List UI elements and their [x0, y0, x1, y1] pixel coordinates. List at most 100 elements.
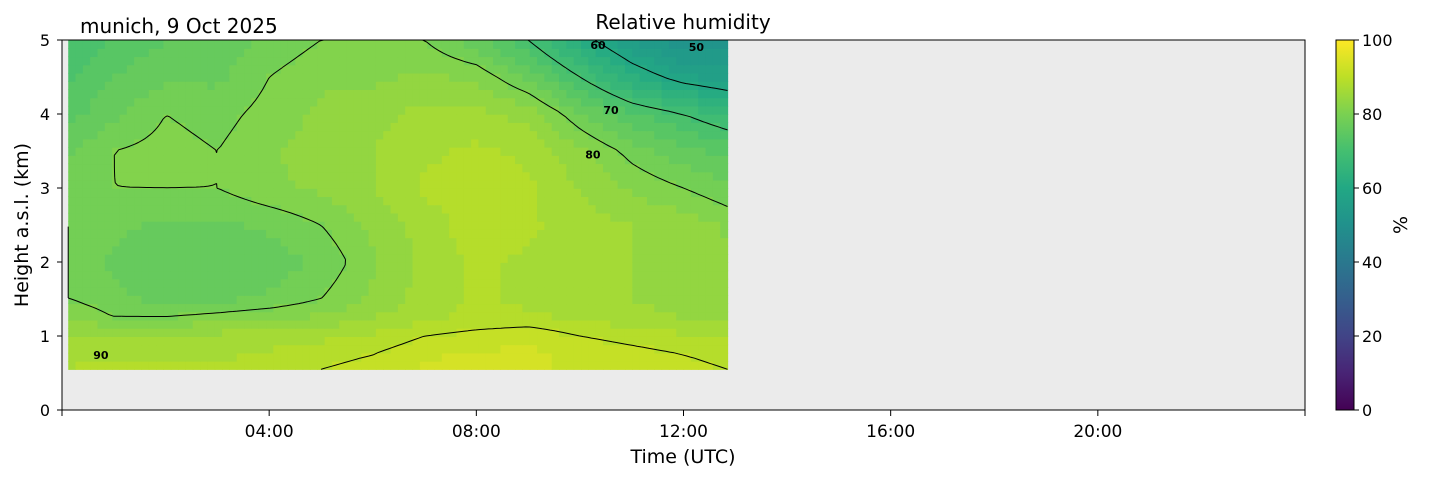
field-cell [353, 319, 362, 329]
field-cell [346, 196, 355, 206]
field-cell [324, 130, 333, 140]
field-cell [361, 254, 370, 263]
field-cell [251, 130, 260, 140]
field-cell [214, 155, 223, 165]
field-cell [639, 97, 648, 107]
field-cell [251, 105, 260, 115]
field-cell [500, 171, 509, 181]
field-cell [712, 254, 721, 263]
field-cell [661, 311, 670, 321]
field-cell [412, 212, 421, 222]
field-cell [280, 270, 289, 280]
field-cell [493, 319, 502, 329]
field-cell [661, 278, 670, 288]
field-cell [478, 237, 487, 247]
field-cell [581, 48, 589, 58]
field-cell [449, 319, 458, 329]
field-cell [419, 245, 428, 255]
field-cell [383, 105, 392, 115]
field-cell [559, 245, 567, 255]
field-cell [405, 64, 414, 74]
field-cell [551, 286, 560, 296]
field-cell [544, 262, 553, 272]
field-cell [639, 295, 648, 305]
field-cell [515, 262, 524, 272]
field-cell [463, 105, 472, 115]
field-cell [207, 72, 216, 82]
field-cell [537, 138, 545, 148]
field-cell [529, 319, 538, 329]
field-cell [244, 89, 252, 99]
field-cell [200, 319, 209, 329]
field-cell [434, 254, 443, 263]
field-cell [236, 89, 245, 99]
field-cell [214, 97, 223, 107]
contour-label: 70 [603, 104, 619, 117]
field-cell [551, 163, 560, 173]
field-cell [412, 229, 421, 239]
field-cell [251, 122, 260, 132]
field-cell [346, 155, 355, 165]
field-cell [104, 270, 113, 280]
field-cell [126, 147, 135, 156]
field-cell [302, 254, 311, 263]
field-cell [383, 196, 392, 206]
field-cell [551, 204, 560, 214]
field-cell [566, 179, 575, 189]
field-cell [90, 278, 99, 288]
field-cell [471, 361, 480, 370]
field-cell [214, 147, 223, 156]
field-cell [661, 221, 670, 230]
field-cell [588, 336, 597, 346]
field-cell [654, 163, 663, 173]
field-cell [478, 89, 487, 99]
field-cell [170, 344, 179, 354]
field-cell [222, 319, 230, 329]
field-cell [361, 262, 370, 272]
field-cell [668, 188, 677, 198]
field-cell [720, 344, 729, 354]
field-cell [148, 352, 157, 362]
field-cell [595, 163, 604, 173]
field-cell [544, 72, 553, 82]
field-cell [639, 114, 648, 123]
field-cell [434, 303, 443, 313]
field-cell [287, 336, 296, 346]
field-cell [471, 286, 480, 296]
field-cell [471, 155, 480, 165]
field-cell [676, 196, 685, 206]
field-cell [551, 89, 560, 99]
field-cell [266, 245, 274, 255]
field-cell [405, 237, 414, 247]
field-cell [126, 171, 135, 181]
field-cell [361, 303, 370, 313]
field-cell [544, 254, 553, 263]
field-cell [229, 171, 238, 181]
field-cell [405, 196, 414, 206]
field-cell [427, 196, 436, 206]
field-cell [236, 319, 245, 329]
field-cell [244, 163, 252, 173]
field-cell [646, 155, 655, 165]
field-cell [500, 328, 509, 337]
field-cell [309, 303, 318, 313]
field-cell [236, 171, 245, 181]
field-cell [522, 48, 531, 58]
field-cell [251, 196, 260, 206]
field-cell [258, 270, 267, 280]
field-cell [668, 89, 677, 99]
field-cell [126, 122, 135, 132]
field-cell [75, 336, 84, 346]
field-cell [346, 237, 355, 247]
field-cell [75, 40, 84, 49]
field-cell [529, 254, 538, 263]
field-cell [390, 196, 399, 206]
field-cell [68, 130, 77, 140]
field-cell [104, 81, 113, 90]
field-cell [134, 105, 143, 115]
field-cell [559, 56, 567, 66]
field-cell [515, 97, 524, 107]
field-cell [581, 286, 589, 296]
field-cell [126, 328, 135, 337]
